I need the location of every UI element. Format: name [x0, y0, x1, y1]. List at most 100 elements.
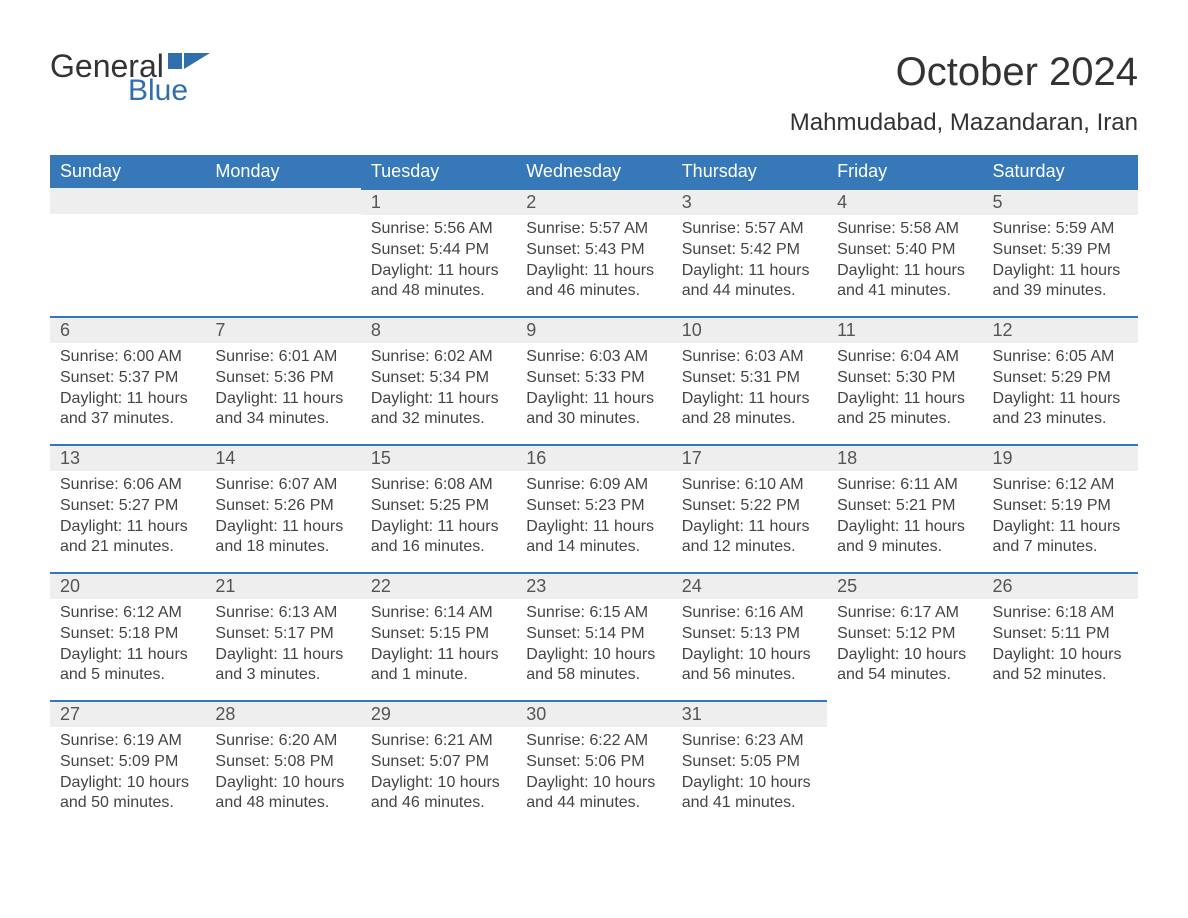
- calendar-cell: 17Sunrise: 6:10 AMSunset: 5:22 PMDayligh…: [672, 444, 827, 572]
- daylight-text: Daylight: 11 hours and 44 minutes.: [682, 261, 817, 303]
- weekday-header: Thursday: [672, 155, 827, 188]
- calendar-row: 20Sunrise: 6:12 AMSunset: 5:18 PMDayligh…: [50, 572, 1138, 700]
- calendar-cell: 1Sunrise: 5:56 AMSunset: 5:44 PMDaylight…: [361, 188, 516, 316]
- calendar-row: 1Sunrise: 5:56 AMSunset: 5:44 PMDaylight…: [50, 188, 1138, 316]
- day-body: Sunrise: 6:09 AMSunset: 5:23 PMDaylight:…: [516, 471, 671, 568]
- day-body: Sunrise: 5:57 AMSunset: 5:42 PMDaylight:…: [672, 215, 827, 312]
- calendar-cell: [827, 700, 982, 828]
- day-body: Sunrise: 6:00 AMSunset: 5:37 PMDaylight:…: [50, 343, 205, 440]
- daylight-text: Daylight: 11 hours and 21 minutes.: [60, 517, 195, 559]
- sunset-text: Sunset: 5:33 PM: [526, 368, 661, 389]
- calendar-cell: 2Sunrise: 5:57 AMSunset: 5:43 PMDaylight…: [516, 188, 671, 316]
- sunset-text: Sunset: 5:44 PM: [371, 240, 506, 261]
- day-body: Sunrise: 6:06 AMSunset: 5:27 PMDaylight:…: [50, 471, 205, 568]
- sunset-text: Sunset: 5:22 PM: [682, 496, 817, 517]
- sunset-text: Sunset: 5:39 PM: [993, 240, 1128, 261]
- day-body: Sunrise: 6:12 AMSunset: 5:19 PMDaylight:…: [983, 471, 1138, 568]
- day-body: Sunrise: 6:11 AMSunset: 5:21 PMDaylight:…: [827, 471, 982, 568]
- day-number: 24: [672, 572, 827, 599]
- calendar-row: 13Sunrise: 6:06 AMSunset: 5:27 PMDayligh…: [50, 444, 1138, 572]
- calendar-row: 6Sunrise: 6:00 AMSunset: 5:37 PMDaylight…: [50, 316, 1138, 444]
- daylight-text: Daylight: 11 hours and 23 minutes.: [993, 389, 1128, 431]
- day-body: Sunrise: 6:08 AMSunset: 5:25 PMDaylight:…: [361, 471, 516, 568]
- calendar-body: 1Sunrise: 5:56 AMSunset: 5:44 PMDaylight…: [50, 188, 1138, 828]
- sunset-text: Sunset: 5:34 PM: [371, 368, 506, 389]
- sunset-text: Sunset: 5:13 PM: [682, 624, 817, 645]
- calendar-cell: 21Sunrise: 6:13 AMSunset: 5:17 PMDayligh…: [205, 572, 360, 700]
- day-number: 17: [672, 444, 827, 471]
- day-body: Sunrise: 6:01 AMSunset: 5:36 PMDaylight:…: [205, 343, 360, 440]
- day-body: Sunrise: 6:18 AMSunset: 5:11 PMDaylight:…: [983, 599, 1138, 696]
- calendar-cell: 19Sunrise: 6:12 AMSunset: 5:19 PMDayligh…: [983, 444, 1138, 572]
- calendar-cell: 9Sunrise: 6:03 AMSunset: 5:33 PMDaylight…: [516, 316, 671, 444]
- sunrise-text: Sunrise: 6:17 AM: [837, 603, 972, 624]
- calendar-cell: 23Sunrise: 6:15 AMSunset: 5:14 PMDayligh…: [516, 572, 671, 700]
- day-body: Sunrise: 6:07 AMSunset: 5:26 PMDaylight:…: [205, 471, 360, 568]
- day-number: 12: [983, 316, 1138, 343]
- sunrise-text: Sunrise: 6:19 AM: [60, 731, 195, 752]
- day-number: 30: [516, 700, 671, 727]
- daylight-text: Daylight: 11 hours and 18 minutes.: [215, 517, 350, 559]
- sunrise-text: Sunrise: 6:14 AM: [371, 603, 506, 624]
- day-body: Sunrise: 6:12 AMSunset: 5:18 PMDaylight:…: [50, 599, 205, 696]
- day-body: Sunrise: 5:57 AMSunset: 5:43 PMDaylight:…: [516, 215, 671, 312]
- day-number: 29: [361, 700, 516, 727]
- day-number: 21: [205, 572, 360, 599]
- day-body: Sunrise: 6:10 AMSunset: 5:22 PMDaylight:…: [672, 471, 827, 568]
- calendar-cell: 24Sunrise: 6:16 AMSunset: 5:13 PMDayligh…: [672, 572, 827, 700]
- calendar-row: 27Sunrise: 6:19 AMSunset: 5:09 PMDayligh…: [50, 700, 1138, 828]
- sunset-text: Sunset: 5:29 PM: [993, 368, 1128, 389]
- empty-day-header: [50, 188, 205, 214]
- sunset-text: Sunset: 5:25 PM: [371, 496, 506, 517]
- day-body: Sunrise: 6:13 AMSunset: 5:17 PMDaylight:…: [205, 599, 360, 696]
- calendar-cell: 25Sunrise: 6:17 AMSunset: 5:12 PMDayligh…: [827, 572, 982, 700]
- day-body: Sunrise: 5:58 AMSunset: 5:40 PMDaylight:…: [827, 215, 982, 312]
- sunrise-text: Sunrise: 6:06 AM: [60, 475, 195, 496]
- sunrise-text: Sunrise: 6:18 AM: [993, 603, 1128, 624]
- daylight-text: Daylight: 10 hours and 54 minutes.: [837, 645, 972, 687]
- sunrise-text: Sunrise: 5:57 AM: [526, 219, 661, 240]
- sunrise-text: Sunrise: 6:10 AM: [682, 475, 817, 496]
- sunrise-text: Sunrise: 6:13 AM: [215, 603, 350, 624]
- day-body: Sunrise: 5:56 AMSunset: 5:44 PMDaylight:…: [361, 215, 516, 312]
- sunrise-text: Sunrise: 6:07 AM: [215, 475, 350, 496]
- weekday-header: Friday: [827, 155, 982, 188]
- sunset-text: Sunset: 5:37 PM: [60, 368, 195, 389]
- sunset-text: Sunset: 5:14 PM: [526, 624, 661, 645]
- sunrise-text: Sunrise: 5:58 AM: [837, 219, 972, 240]
- sunrise-text: Sunrise: 6:20 AM: [215, 731, 350, 752]
- day-number: 23: [516, 572, 671, 599]
- calendar-cell: 16Sunrise: 6:09 AMSunset: 5:23 PMDayligh…: [516, 444, 671, 572]
- calendar-cell: 31Sunrise: 6:23 AMSunset: 5:05 PMDayligh…: [672, 700, 827, 828]
- day-number: 7: [205, 316, 360, 343]
- daylight-text: Daylight: 10 hours and 56 minutes.: [682, 645, 817, 687]
- day-body: Sunrise: 6:14 AMSunset: 5:15 PMDaylight:…: [361, 599, 516, 696]
- day-body: Sunrise: 6:22 AMSunset: 5:06 PMDaylight:…: [516, 727, 671, 824]
- sunset-text: Sunset: 5:40 PM: [837, 240, 972, 261]
- day-body: Sunrise: 6:17 AMSunset: 5:12 PMDaylight:…: [827, 599, 982, 696]
- sunset-text: Sunset: 5:19 PM: [993, 496, 1128, 517]
- sunrise-text: Sunrise: 6:15 AM: [526, 603, 661, 624]
- weekday-header: Tuesday: [361, 155, 516, 188]
- month-title: October 2024: [790, 50, 1138, 95]
- day-number: 3: [672, 188, 827, 215]
- sunset-text: Sunset: 5:08 PM: [215, 752, 350, 773]
- weekday-header: Saturday: [983, 155, 1138, 188]
- logo-text-blue: Blue: [128, 76, 188, 106]
- daylight-text: Daylight: 11 hours and 7 minutes.: [993, 517, 1128, 559]
- sunrise-text: Sunrise: 6:03 AM: [682, 347, 817, 368]
- sunset-text: Sunset: 5:43 PM: [526, 240, 661, 261]
- sunset-text: Sunset: 5:36 PM: [215, 368, 350, 389]
- calendar-cell: 18Sunrise: 6:11 AMSunset: 5:21 PMDayligh…: [827, 444, 982, 572]
- sunrise-text: Sunrise: 6:12 AM: [60, 603, 195, 624]
- calendar-cell: 29Sunrise: 6:21 AMSunset: 5:07 PMDayligh…: [361, 700, 516, 828]
- calendar-cell: 10Sunrise: 6:03 AMSunset: 5:31 PMDayligh…: [672, 316, 827, 444]
- daylight-text: Daylight: 10 hours and 41 minutes.: [682, 773, 817, 815]
- calendar-cell: 28Sunrise: 6:20 AMSunset: 5:08 PMDayligh…: [205, 700, 360, 828]
- header: General Blue October 2024 Mahmudabad, Ma…: [50, 50, 1138, 147]
- sunset-text: Sunset: 5:42 PM: [682, 240, 817, 261]
- day-body: Sunrise: 6:03 AMSunset: 5:33 PMDaylight:…: [516, 343, 671, 440]
- day-number: 1: [361, 188, 516, 215]
- sunset-text: Sunset: 5:27 PM: [60, 496, 195, 517]
- daylight-text: Daylight: 10 hours and 48 minutes.: [215, 773, 350, 815]
